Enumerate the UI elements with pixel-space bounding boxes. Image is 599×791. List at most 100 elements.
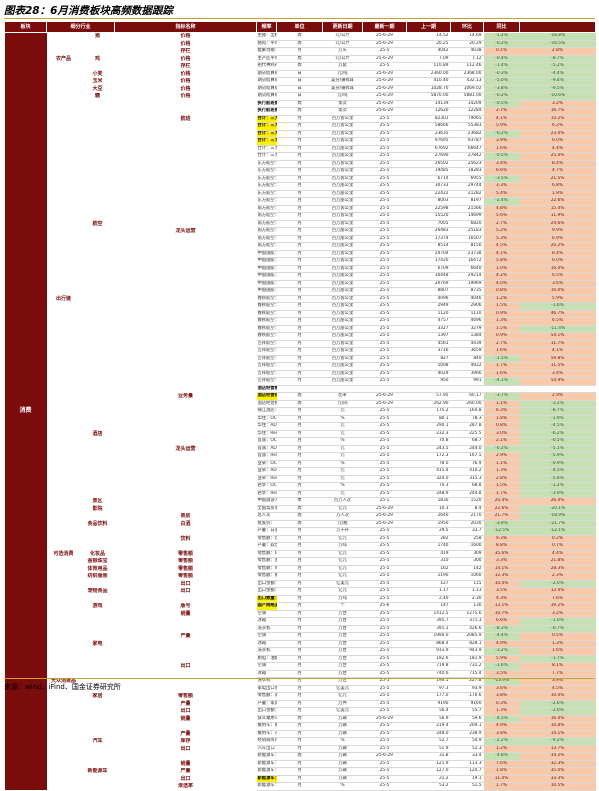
latest-cell: 15520: [406, 212, 451, 221]
sector-cell: [47, 123, 81, 131]
date-cell: 25-6-29: [362, 107, 407, 116]
table-row: 君亭：OCC月%25-570.368.81.5%-1.2%: [5, 482, 596, 491]
sub-type-cell: [115, 505, 257, 513]
sub-type-cell: [115, 355, 257, 363]
sub-type-cell: [115, 618, 257, 626]
sub-industry-cell: [81, 348, 115, 356]
latest-cell: 80.1: [406, 415, 451, 423]
indicator-cell: 厨电：油烟机: [256, 655, 277, 663]
previous-cell: 19969: [450, 280, 484, 288]
sector-cell: [47, 70, 81, 78]
table-row: 渗透率 新能源车：零售渗透率月%25-553.251.51.7%10.5%: [5, 782, 596, 791]
yoy-cell: 3.9%: [519, 677, 596, 686]
table-row: 票房 总人次周万人次 25-6-29 2640 2170 21.7% -18.9%: [5, 512, 596, 521]
unit-cell: 元: [322, 467, 363, 476]
freq-cell: 月: [276, 640, 323, 648]
previous-cell: 51.3: [450, 745, 484, 753]
freq-cell: 月: [276, 197, 323, 206]
latest-cell: 147: [406, 602, 451, 611]
yoy-cell: -6.2%: [519, 430, 596, 438]
freq-cell: 月: [276, 370, 323, 378]
previous-cell: 8.4: [450, 505, 484, 513]
date-cell: 25-5: [362, 145, 407, 153]
mom-cell: 1.7%: [483, 782, 520, 791]
sector-cell: [47, 655, 81, 663]
yoy-cell: 12.4%: [519, 587, 596, 596]
mom-cell: -3.5%: [483, 175, 520, 183]
latest-cell: 56.4: [406, 707, 451, 716]
table-row: 出口 出口金额：纺织纱线、织物及制品月亿美元25-512711510.4%-2.0…: [5, 580, 596, 588]
sector-cell: [47, 753, 81, 761]
mom-cell: 6.6%: [483, 617, 520, 626]
latest-cell: 2360.00: [406, 70, 451, 78]
freq-cell: 月: [276, 362, 323, 371]
freq-cell: 月: [276, 625, 323, 633]
yoy-cell: 6.2%: [519, 122, 596, 131]
sub-type-cell: 出口: [180, 708, 191, 714]
latest-cell: 97.3: [406, 685, 451, 693]
yoy-cell: 2.9%: [519, 392, 596, 401]
mom-cell: 2.1%: [483, 437, 520, 446]
table-row: 销量 空调月万台 25-5 1412.5 1275.6 10.7% 3.2%: [5, 610, 596, 618]
latest-cell: 262.90: [406, 400, 451, 408]
sector-cell: [47, 768, 81, 776]
yoy-cell: 6.5%: [519, 272, 596, 281]
sub-industry-cell: [81, 460, 115, 468]
yoy-cell: 4.4%: [519, 550, 596, 558]
unit-cell: 百万座公里: [322, 242, 363, 251]
latest-cell: 27690: [406, 152, 451, 161]
latest-cell: 243.5: [406, 445, 451, 453]
sector-cell: [47, 723, 81, 731]
previous-cell: 6955: [450, 175, 484, 183]
sub-industry-cell: [81, 205, 115, 213]
previous-cell: 130: [450, 602, 484, 611]
sub-type-cell: [115, 430, 257, 438]
latest-cell: 26483: [406, 227, 451, 236]
sub-type-cell: [115, 280, 257, 288]
sector-cell: [47, 640, 81, 648]
mom-cell: 1.6%: [483, 347, 520, 356]
latest-cell: 4096: [406, 295, 451, 303]
date-cell: 25-5: [362, 640, 407, 648]
sub-type-cell: [115, 258, 257, 266]
mom-cell: -3.7%: [483, 392, 520, 401]
unit-cell: 百万客公里: [322, 310, 363, 318]
previous-cell: 260.00: [450, 400, 484, 408]
sector-cell: [47, 588, 81, 596]
sector-cell: [47, 78, 81, 86]
previous-cell: 16507: [450, 235, 484, 243]
indicator-cell: 中国国航：国内：ASK: [256, 280, 277, 288]
yoy-cell: 8.4%: [519, 250, 596, 258]
freq-cell: 月: [276, 347, 323, 356]
unit-cell: 百万座公里: [322, 325, 363, 333]
table-row: 亚朵：OCC月%25-578.076.91.1%-0.9%: [5, 460, 596, 468]
sub-industry-cell: [81, 475, 115, 483]
previous-cell: 4439: [450, 340, 484, 348]
mom-cell: 8.8%: [483, 542, 520, 551]
header-sector: 板块: [4, 21, 47, 33]
sub-type-cell: [115, 438, 257, 446]
mom-cell: 11.0%: [483, 775, 520, 783]
unit-cell: 元/公斤: [322, 40, 363, 48]
indicator-cell: 零售额：饮料类: [256, 535, 277, 543]
sector-cell: [47, 288, 81, 296]
header-yoy: 同比: [483, 21, 521, 33]
unit-cell: 百万客公里: [322, 295, 363, 303]
indicator-cell: 中国旅游人次: [256, 497, 277, 506]
sector-cell: [47, 168, 81, 176]
mom-cell: 5.9%: [483, 655, 520, 663]
freq-cell: 月: [276, 175, 323, 183]
latest-cell: 19485: [406, 167, 451, 176]
sector-cell: [47, 258, 81, 266]
indicator-cell: 出口数量：宠物食品: [256, 595, 277, 603]
previous-cell: 1069.02: [450, 85, 484, 93]
freq-cell: 月: [276, 332, 323, 341]
sub-industry-cell: [81, 108, 115, 116]
latest-cell: 97695: [406, 137, 451, 146]
sector-cell: [47, 543, 81, 551]
mom-cell: 10.4%: [483, 580, 520, 588]
yoy-cell: 3.2%: [519, 610, 596, 618]
